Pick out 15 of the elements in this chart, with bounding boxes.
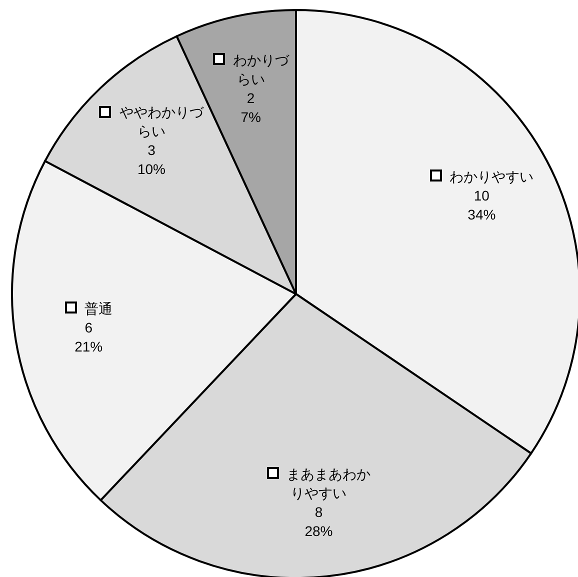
- legend-label: ややわかりづらい: [118, 103, 204, 142]
- text: 28%: [304, 522, 333, 539]
- data-label: 2: [246, 88, 256, 108]
- legend-label: わかりづらい: [232, 50, 289, 89]
- legend-label: わかりやすい: [448, 167, 534, 186]
- text: 21%: [74, 338, 103, 354]
- data-label: 10: [472, 186, 490, 206]
- legend-label: まあまあわかりやすい: [286, 464, 371, 503]
- text: 34%: [468, 206, 496, 222]
- text: 10%: [137, 161, 166, 178]
- data-label: 3: [146, 141, 156, 160]
- text: 7%: [240, 108, 261, 125]
- data-label: 6: [84, 318, 94, 338]
- data-label: 8: [314, 502, 324, 522]
- legend-label: 普通: [84, 300, 114, 318]
